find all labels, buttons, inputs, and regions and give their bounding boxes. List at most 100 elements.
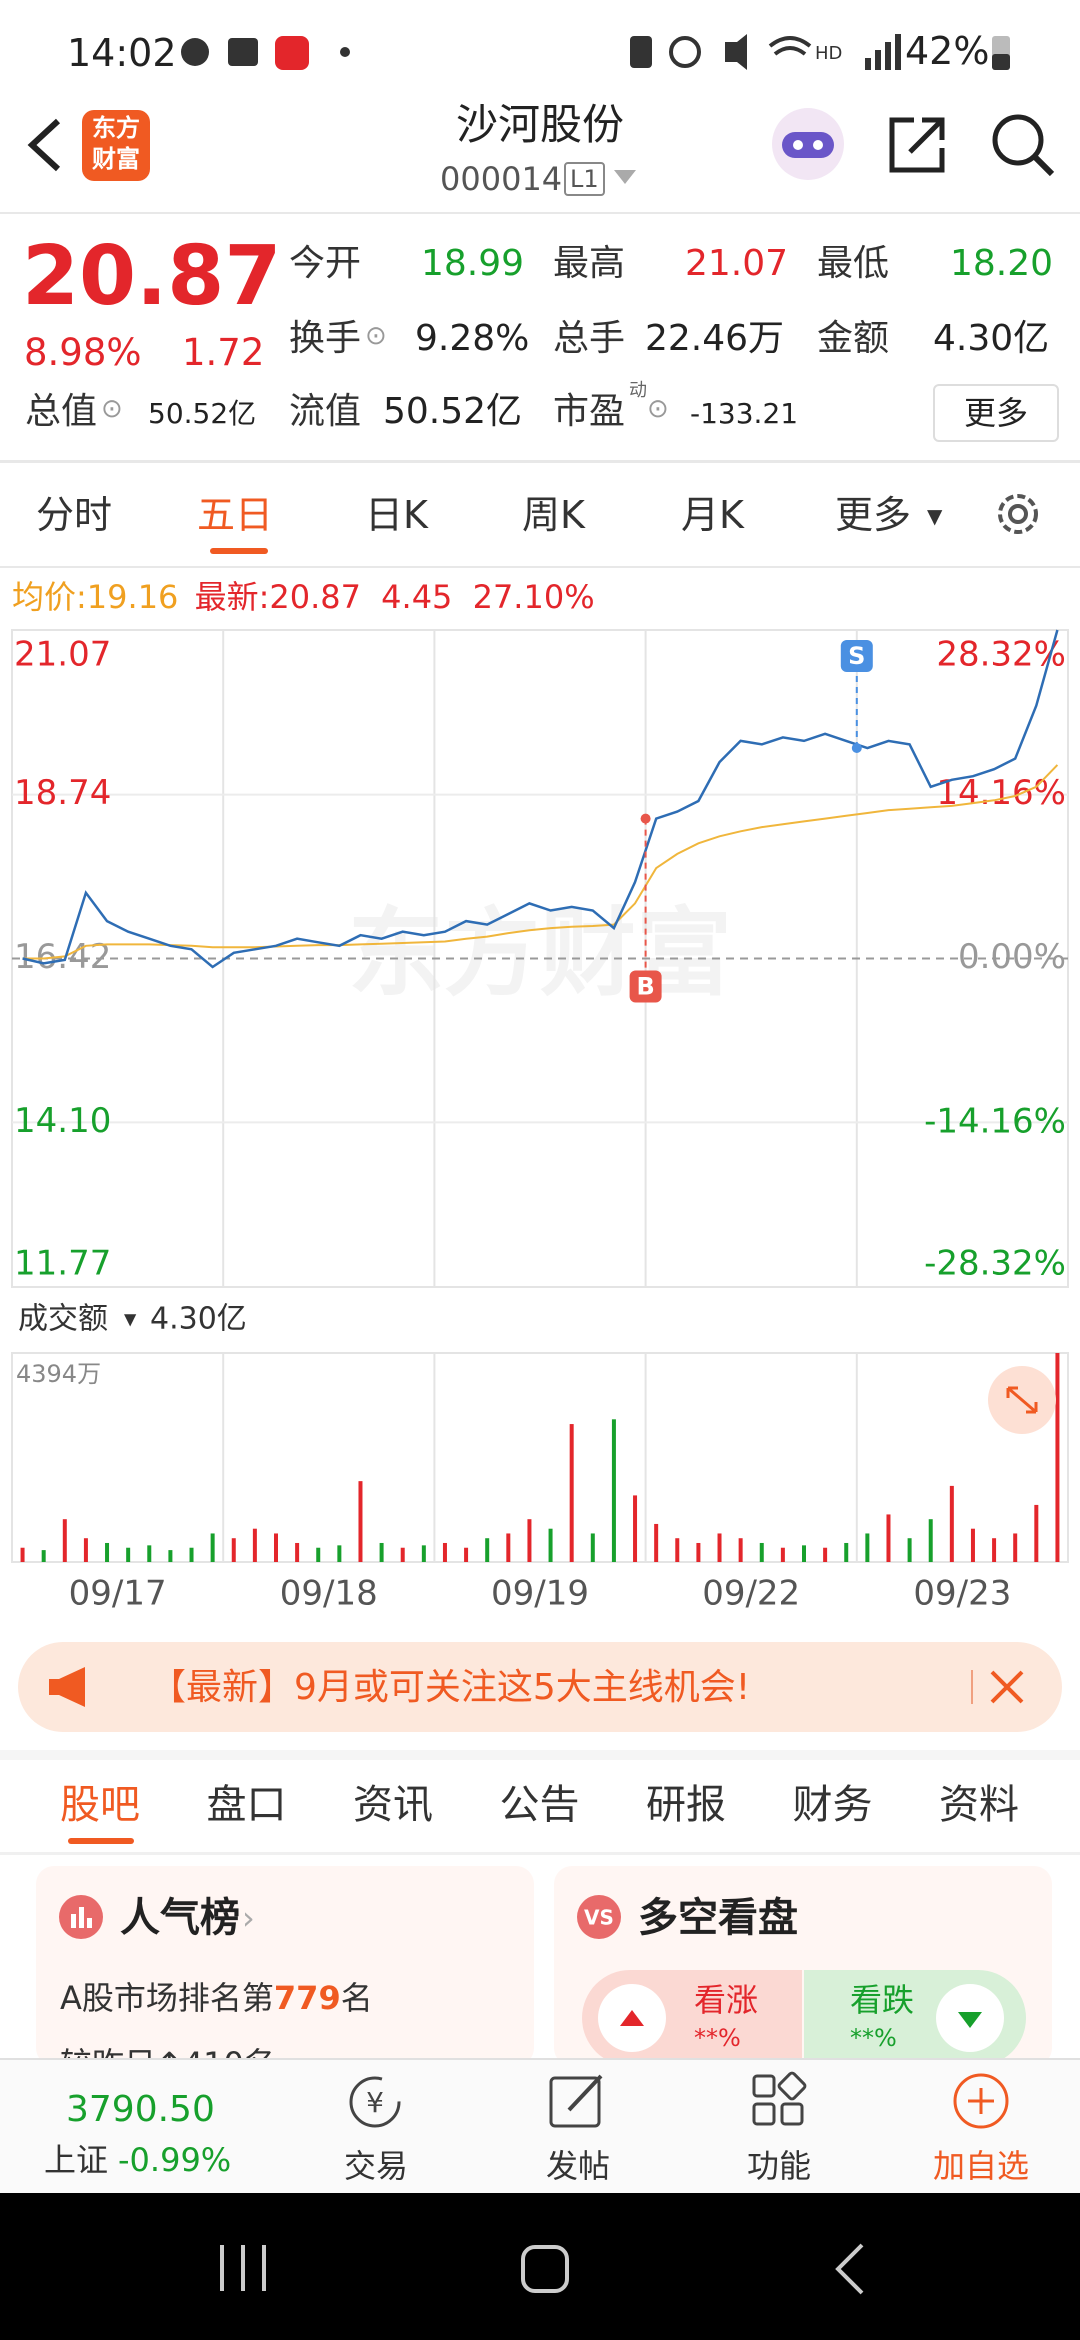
chevron: › [242,1899,255,1937]
assistant-avatar[interactable] [768,104,848,184]
last-price: 20.87 [22,229,282,324]
x-tick-label: 09/23 [913,1574,1011,1614]
volume-bar [1013,1533,1018,1562]
volume-bar [210,1533,215,1562]
banner-text[interactable]: 【最新】9月或可关注这5大主线机会! [150,1667,751,1708]
field-value: 18.20 [950,243,1054,284]
period-tab[interactable]: 五日 [197,493,274,537]
period-tab[interactable]: 日K [365,493,428,537]
content-tab[interactable]: 公告 [499,1782,580,1828]
period-tab[interactable]: 分时 [36,493,113,537]
rank-line: A股市场排名第779名 [60,1982,373,2014]
volume-bar [62,1519,67,1562]
y-tick-label: 18.74 [14,773,111,813]
news-banner[interactable] [18,1642,1062,1732]
divider [0,1750,1080,1760]
stock-name: 沙河股份 [455,100,624,149]
index-change[interactable]: -0.99% [118,2141,232,2179]
average-line [22,764,1059,960]
bottom-nav-item[interactable]: 交易 [343,2147,408,2185]
range-value: 4.45 [381,578,453,616]
change-amount: 1.72 [182,331,265,374]
volume-bar [696,1542,701,1562]
field-label: 金额 [817,318,890,359]
rank-prefix: A股市场排名第 [60,1979,274,2017]
settings-button[interactable] [990,486,1046,542]
bear-value: **% [850,2024,897,2052]
content-tab[interactable]: 盘口 [206,1782,287,1828]
x-tick-label: 09/19 [491,1574,589,1614]
volume-bar [485,1538,490,1562]
period-tab[interactable]: 更多 [835,493,912,537]
function-icon[interactable] [748,2070,812,2132]
content-tab[interactable]: 股吧 [60,1782,140,1828]
latest-value: 20.87 [269,578,361,616]
content-tab[interactable]: 研报 [646,1782,726,1828]
index-value[interactable]: 3790.50 [66,2089,215,2130]
volume-bar [865,1533,870,1562]
content-tab[interactable]: 资料 [939,1782,1019,1828]
change-pct: 8.98% [24,331,142,374]
y-tick-label: 21.07 [14,635,111,675]
volume-bar [928,1519,933,1562]
field-value: 22.46万 [645,318,785,359]
bottom-bar [0,2058,1080,2195]
volume-bar [780,1547,785,1562]
volume-bar [189,1547,194,1562]
period-tab[interactable]: 月K [681,493,744,537]
info-icon: ⊙ [101,394,123,424]
volume-bar [1034,1504,1039,1562]
volume-bar [675,1538,680,1562]
volume-bar [1055,1353,1060,1562]
banner-close[interactable] [970,1664,1030,1710]
volume-bar [274,1533,278,1562]
post-icon[interactable] [545,2070,611,2132]
period-tab[interactable]: 周K [522,493,585,537]
volume-bar [400,1547,405,1562]
rank-suffix: 名 [340,1979,373,2017]
y2-tick-label: -14.16% [924,1101,1066,1141]
marker-label: B [636,973,654,1001]
volume-bar [231,1538,236,1562]
search-button[interactable] [988,110,1058,180]
system-nav-buttons[interactable] [0,2193,1080,2340]
bear-label: 看跌 [850,1981,915,2019]
level-badge: L1 [564,162,605,196]
dropdown-arrow[interactable] [612,168,638,188]
volume-bar [802,1545,806,1562]
content-tab[interactable]: 财务 [792,1782,873,1828]
bottom-nav-item[interactable]: 功能 [746,2147,811,2185]
volume-bar [611,1419,616,1562]
volume-bar [421,1545,426,1562]
volume-bar [506,1533,511,1562]
trade-icon[interactable]: ¥ [340,2072,410,2132]
system-nav [0,2193,1080,2340]
bottom-nav-item[interactable]: 加自选 [932,2147,1029,2185]
back-button[interactable] [20,115,70,175]
range-pct: 27.10% [472,578,595,616]
long-short-card[interactable]: VS 多空看盘 看涨 **% 看跌 **% [554,1866,1052,2066]
field-label: 最高 [553,243,626,284]
more-button[interactable]: 更多 [933,384,1059,442]
content-tab[interactable]: 资讯 [353,1782,433,1828]
watermark: 东方财富 [348,897,732,1009]
field-label: 总值 [25,391,98,432]
index-name[interactable]: 上证 [44,2141,109,2179]
bottom-nav-item[interactable]: 发帖 [545,2147,610,2185]
info-icon: ⊙ [365,321,387,351]
add-watchlist-icon[interactable] [950,2070,1012,2132]
app-logo: 东方 财富 [82,110,150,181]
signal-icon [865,34,901,70]
marker-dot [640,813,651,824]
tab-indicator [210,548,268,554]
volume-bar [654,1523,659,1562]
volume-total: 4.30亿 [150,1302,247,1337]
volume-bar [759,1542,764,1562]
divider [0,212,1080,214]
volume-bar [590,1533,595,1562]
field-sup: 动 [629,380,647,401]
y2-tick-label: -28.32% [924,1244,1066,1284]
share-button[interactable] [884,112,950,178]
popularity-card[interactable]: 人气榜 › A股市场排名第779名 较昨日↑410名 [36,1866,534,2066]
